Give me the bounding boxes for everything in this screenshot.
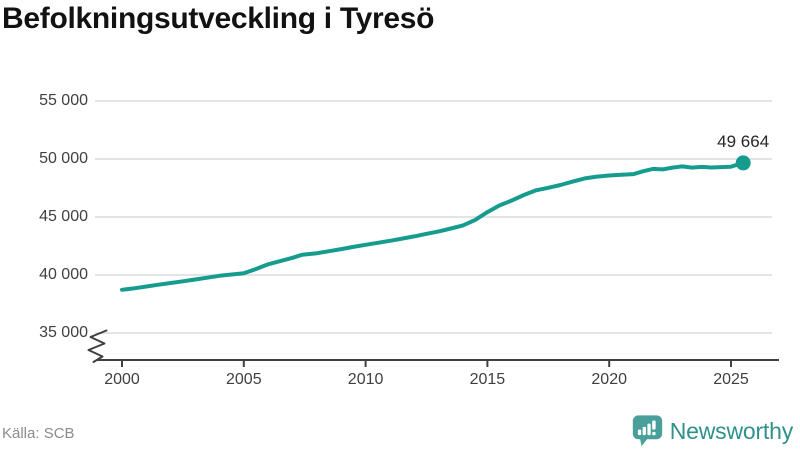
axis-break-zigzag-icon — [87, 329, 108, 363]
x-tick-label: 2000 — [104, 371, 140, 388]
source-note: Källa: SCB — [2, 425, 75, 442]
x-tick-marks — [121, 360, 732, 367]
x-tick-label: 2025 — [713, 371, 749, 388]
last-point-marker — [735, 155, 751, 171]
x-axis — [87, 329, 779, 367]
y-tick-label: 50 000 — [39, 150, 88, 167]
last-value-label: 49 664 — [717, 131, 770, 151]
x-tick-label: 2015 — [469, 371, 506, 388]
y-tick-label: 45 000 — [39, 208, 88, 225]
newsworthy-bubble-chart-icon — [632, 415, 662, 447]
gridlines — [95, 100, 772, 334]
y-tick-label: 40 000 — [39, 266, 88, 283]
x-tick-label: 2010 — [347, 371, 384, 388]
y-tick-label: 35 000 — [39, 324, 88, 341]
newsworthy-wordmark: Newsworthy — [669, 417, 793, 444]
x-tick-label: 2020 — [591, 371, 627, 388]
population-line-series — [120, 160, 746, 292]
chart-title: Befolkningsutveckling i Tyresö — [2, 2, 435, 35]
y-tick-label: 55 000 — [39, 92, 88, 109]
newsworthy-logo: Newsworthy — [631, 412, 793, 450]
x-tick-label: 2005 — [226, 371, 262, 388]
